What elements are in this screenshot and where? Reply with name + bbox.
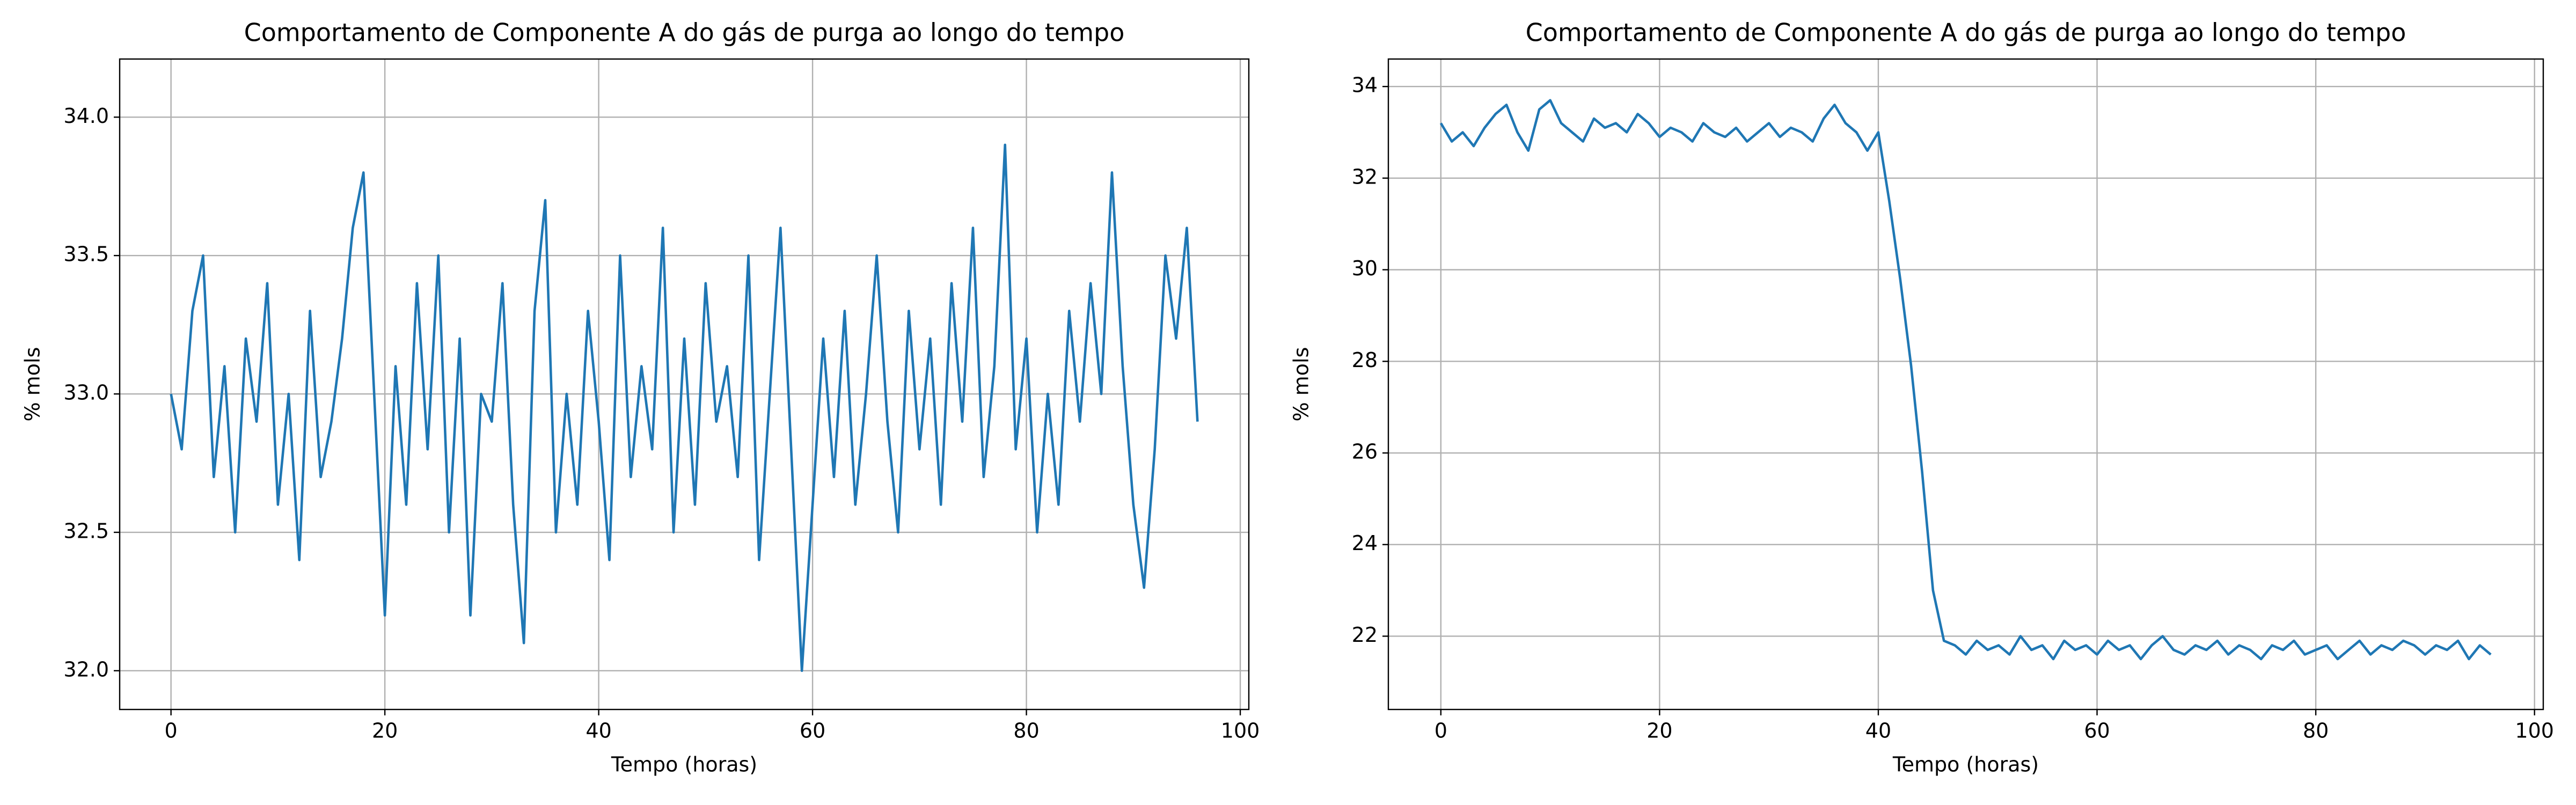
axes-frame [1387,58,2544,711]
y-tick-label: 32.5 [63,519,109,543]
y-tick-label: 32 [1352,165,1378,188]
x-axis-label: Tempo (horas) [611,753,757,777]
y-tick-label: 26 [1352,440,1378,464]
y-tick-label: 24 [1352,531,1378,555]
x-tick-label: 0 [165,719,178,743]
x-tick-label: 80 [1013,719,1039,743]
y-tick-label: 33.0 [63,381,109,405]
y-tick-label: 34 [1352,74,1378,97]
x-tick-label: 40 [1865,719,1891,743]
y-tick-label: 33.5 [63,243,109,266]
x-tick-label: 100 [1221,719,1260,743]
chart-title: Comportamento de Componente A do gás de … [244,18,1125,47]
data-line [170,143,1199,672]
x-tick-label: 20 [1646,719,1672,743]
x-tick-label: 40 [586,719,611,743]
y-tick-label: 34.0 [63,104,109,128]
y-axis-label: % mols [1290,347,1313,422]
axes-frame [119,58,1250,711]
x-tick-label: 60 [2084,719,2110,743]
subplot: 0 20 40 60 80 100 22 24 26 28 30 32 34 Comportamento … [1290,18,2554,777]
x-tick-label: 0 [1435,719,1447,743]
y-axis-label: % mols [21,347,45,422]
y-tick-label: 28 [1352,348,1378,372]
y-tick-label: 32.0 [63,657,109,681]
x-tick-label: 100 [2515,719,2554,743]
x-tick-label: 20 [372,719,398,743]
x-tick-label: 60 [800,719,825,743]
x-axis-label: Tempo (horas) [1892,753,2039,777]
chart-title: Comportamento de Componente A do gás de … [1526,18,2406,47]
subplot: 0 20 40 60 80 100 32.0 32.5 33.0 33.5 34.0 Comporta… [21,18,1260,777]
x-tick-label: 80 [2303,719,2329,743]
y-tick-label: 22 [1352,623,1378,647]
y-tick-label: 30 [1352,257,1378,280]
data-line [1439,99,2492,661]
